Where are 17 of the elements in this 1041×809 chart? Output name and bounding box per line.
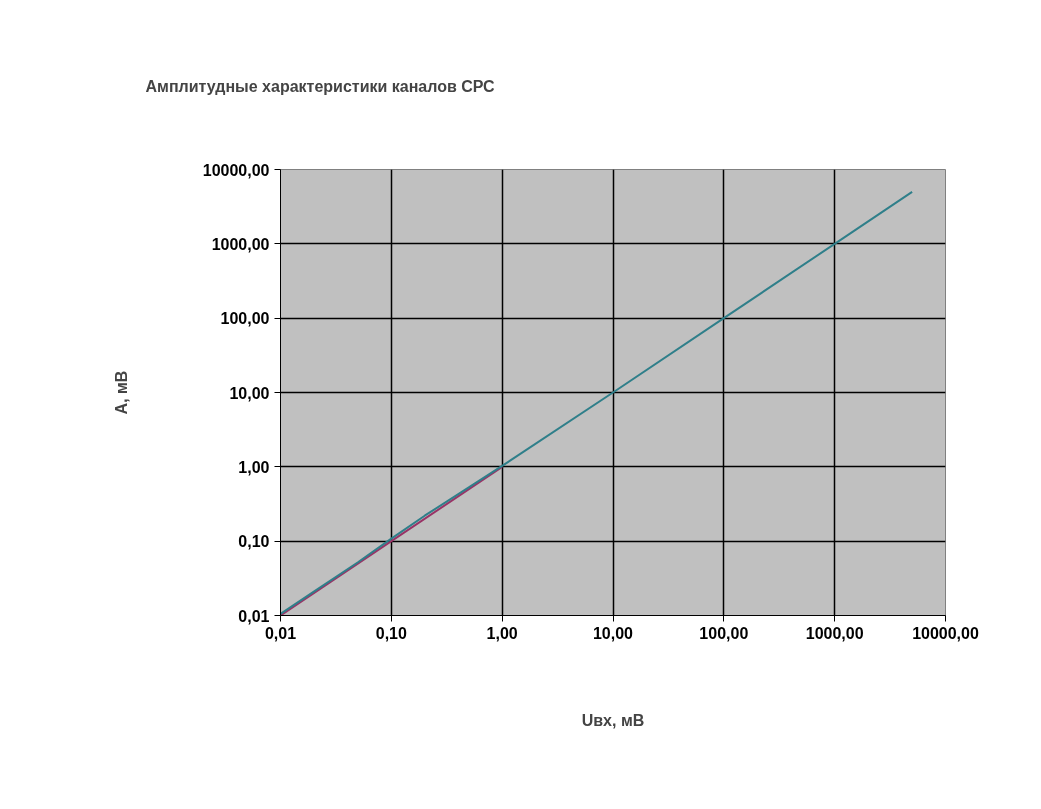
x-axis-title: Uвх, мВ: [581, 711, 645, 729]
y-tick-label: 0,01: [238, 607, 270, 625]
x-tick-label: 0,10: [375, 624, 408, 642]
y-tick-label: 0,10: [238, 533, 270, 551]
x-tick-label: 10,00: [592, 624, 634, 642]
x-tick-label: 100,00: [699, 624, 749, 642]
x-tick-label: 1,00: [486, 624, 518, 642]
y-tick-label: 1000,00: [211, 235, 270, 253]
chart-title: Амплитудные характеристики каналов СРС: [145, 77, 496, 95]
y-tick-label: 100,00: [220, 310, 270, 328]
y-axis-title: А, мВ: [112, 370, 130, 415]
y-tick-label: 1,00: [238, 458, 270, 476]
y-tick-label: 10,00: [229, 384, 270, 402]
x-tick-label: 0,01: [264, 624, 297, 642]
x-tick-label: 1000,00: [805, 624, 864, 642]
x-tick-label: 10000,00: [912, 624, 979, 642]
y-tick-label: 10000,00: [202, 161, 270, 179]
